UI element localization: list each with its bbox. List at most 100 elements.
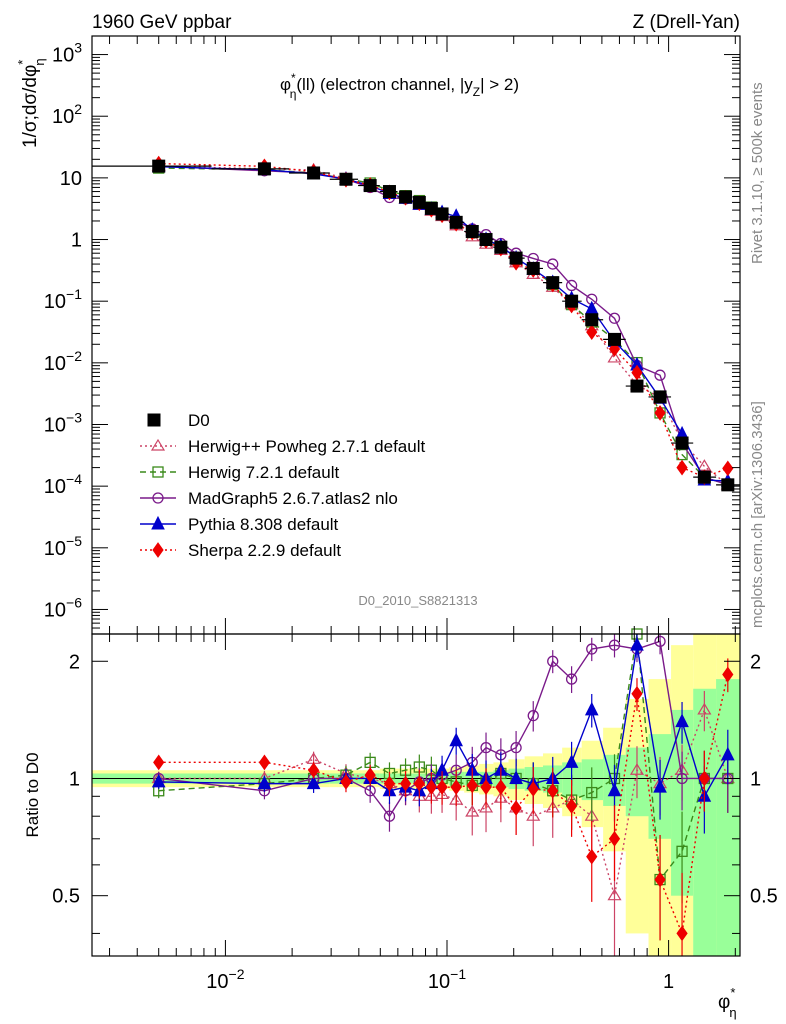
title-phi: φ <box>280 75 291 94</box>
series-2-point-17 <box>565 279 578 292</box>
y-tick-label-4: 10−1 <box>44 286 82 313</box>
data-point-7 <box>412 195 426 209</box>
x-tick-label-2: 1 <box>663 971 674 993</box>
ratio-tick-label-right-2: 0.5 <box>750 886 778 908</box>
ylabel-main: 1/σ;dσ/dφ <box>20 65 41 148</box>
series-4-ratio-point-20 <box>631 685 643 702</box>
y-tick-base: 10 <box>44 353 66 375</box>
series-3-ratio-point-1 <box>257 775 272 790</box>
data-point-23 <box>697 470 711 484</box>
series-2-point-16 <box>547 258 559 270</box>
data-point-1 <box>257 162 271 176</box>
y-tick-label-8: 10−5 <box>44 533 82 560</box>
series-2-ratio-point-12 <box>480 741 492 754</box>
analysis-id: D0_2010_S8821313 <box>358 593 477 608</box>
series-4-ratio-point-13 <box>495 779 507 796</box>
series-2-ratio-point-18 <box>586 643 598 655</box>
series-0-ratio-point-20 <box>629 763 645 775</box>
series-4-ratio-point-6 <box>399 775 412 792</box>
x-tick-base: 1 <box>663 971 674 993</box>
ylabel-sup: * <box>15 60 30 65</box>
legend-marker-3 <box>151 515 165 530</box>
xlabel-main: φ <box>718 992 730 1013</box>
data-point-5 <box>382 185 396 199</box>
series-2-ratio-point-21 <box>654 635 666 648</box>
data-point-18 <box>585 313 599 327</box>
series-4-ratio-point-4 <box>364 767 376 783</box>
series-4-ratio-point-12 <box>480 779 492 796</box>
data-point-15 <box>526 261 540 275</box>
plot-title: φ* η(ll) (electron channel, |yZ| > 2) <box>280 71 519 101</box>
series-3-point-18 <box>584 300 599 315</box>
series-4-ratio-point-0 <box>153 754 165 771</box>
series-4-ratio-point-17 <box>565 798 578 814</box>
y-tick-base: 10 <box>44 414 66 436</box>
series-4-ratio-point-9 <box>436 779 448 796</box>
legend-label-4: Sherpa 2.2.9 default <box>188 541 341 560</box>
ratio-tick-label-right-0: 2 <box>750 651 761 673</box>
data-point-4 <box>363 179 377 193</box>
ratio-tick-label-left-0: 2 <box>69 651 80 673</box>
series-1-ratio-point-22 <box>676 845 688 857</box>
y-tick-exp: −2 <box>66 348 82 364</box>
legend-marker-1 <box>152 466 164 478</box>
legend-label-2: MadGraph5 2.6.7.atlas2 nlo <box>188 489 398 508</box>
band-inner-24 <box>716 679 740 956</box>
rivet-label: Rivet 3.1.10, ≥ 500k events <box>749 82 766 264</box>
legend-marker-data <box>147 413 161 427</box>
legend-item-0: Herwig++ Powheg 2.7.1 default <box>140 437 425 456</box>
y-tick-label-7: 10−4 <box>44 471 82 498</box>
data-point-2 <box>307 166 321 180</box>
y-tick-label-6: 10−3 <box>44 409 82 436</box>
ylabel-sub: η <box>32 58 47 65</box>
data-point-19 <box>608 332 622 346</box>
series-4-ratio-point-18 <box>586 848 598 865</box>
series-4-ratio-point-19 <box>608 830 621 847</box>
legend-item-4: Sherpa 2.2.9 default <box>140 541 341 560</box>
series-0-ratio-point-19 <box>607 888 622 901</box>
x-tick-base: 10 <box>428 971 450 993</box>
series-4-ratio-point-10 <box>450 779 462 796</box>
x-tick-base: 10 <box>206 971 228 993</box>
data-point-11 <box>465 224 479 238</box>
series-3-ratio-point-14 <box>509 770 523 784</box>
data-point-6 <box>399 190 413 204</box>
legend: D0 Herwig++ Powheg 2.7.1 default Herwig 7.… <box>140 411 425 560</box>
series-0-ratio-point-23 <box>697 702 712 715</box>
series-4-point-21 <box>654 405 666 421</box>
y-tick-base: 10 <box>52 45 74 67</box>
y-tick-base: 10 <box>44 291 66 313</box>
x-tick-label-1: 10−1 <box>428 966 466 993</box>
data-point-0 <box>152 159 166 173</box>
series-4-point-22 <box>676 459 688 476</box>
series-4-ratio-point-21 <box>654 871 666 888</box>
series-2-ratio-point-14 <box>510 741 522 754</box>
data-point-13 <box>494 240 508 254</box>
data-point-10 <box>449 215 463 229</box>
y-axis-label: 1/σ;dσ/dφ* η <box>15 58 47 148</box>
data-point-8 <box>424 201 438 215</box>
y-tick-exp: 2 <box>74 101 82 117</box>
series-3-ratio-point-0 <box>151 773 166 788</box>
band-inner-18 <box>581 759 604 801</box>
series-3-ratio-point-2 <box>306 775 321 790</box>
series-3-ratio-point-21 <box>653 779 667 793</box>
data-point-17 <box>565 294 579 308</box>
series-2-ratio-point-19 <box>608 639 621 651</box>
data-point-9 <box>435 207 449 221</box>
mcplots-label: mcplots.cern.ch [arXiv:1306.3436] <box>749 401 766 628</box>
ratio-tick-label-right-1: 1 <box>750 768 761 790</box>
y-tick-base: 10 <box>60 168 82 190</box>
series-4-ratio-point-3 <box>340 774 352 790</box>
series-4-point-18 <box>586 324 598 340</box>
data-points <box>92 159 740 492</box>
data-point-20 <box>630 379 644 393</box>
series-0-ratio-point-12 <box>478 800 494 813</box>
data-point-24 <box>721 478 735 492</box>
series-4-ratio-point-5 <box>383 775 396 792</box>
header-left: 1960 GeV ppbar <box>92 12 232 33</box>
series-4-ratio-point-23 <box>698 770 710 787</box>
title-sup: * <box>291 71 296 85</box>
legend-marker-4 <box>152 542 164 558</box>
series-0-ratio-point-15 <box>526 809 541 821</box>
